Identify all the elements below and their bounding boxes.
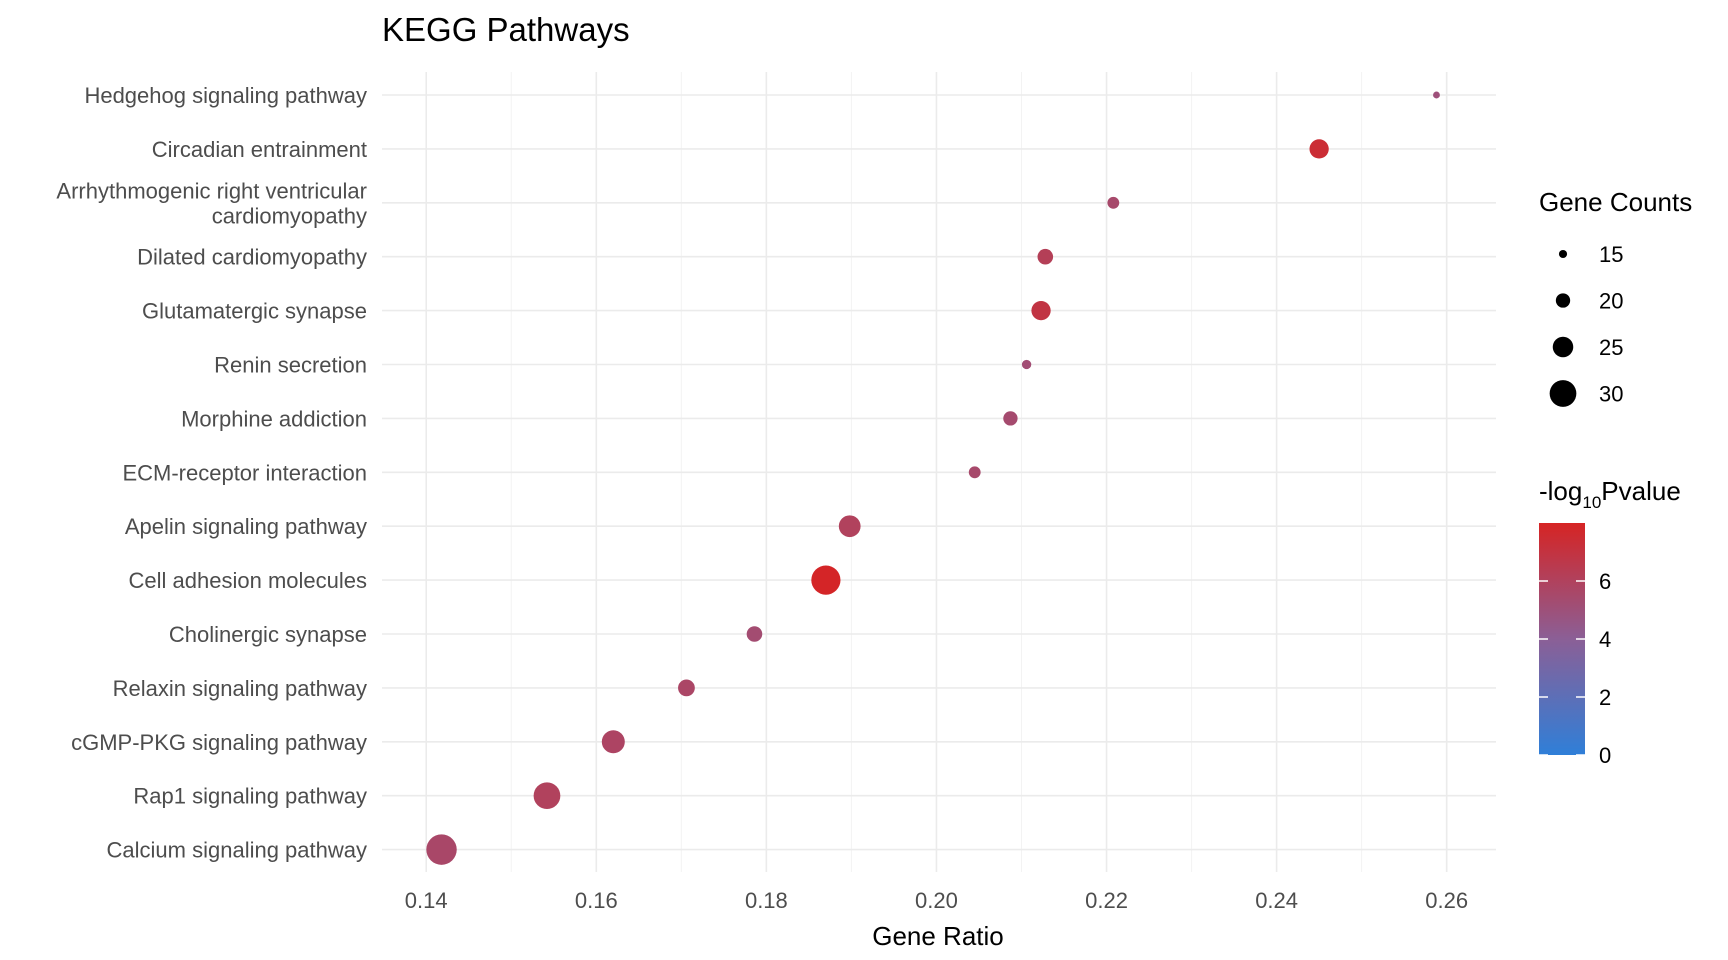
colorbar-label: 4	[1599, 627, 1611, 652]
x-tick-label: 0.20	[915, 888, 958, 913]
y-tick-label: Rap1 signaling pathway	[133, 784, 367, 809]
size-legend-title: Gene Counts	[1539, 187, 1692, 217]
data-point	[811, 565, 841, 595]
size-legend-label: 20	[1599, 289, 1623, 314]
color-legend-title-suffix: Pvalue	[1601, 476, 1681, 506]
y-tick-label: cGMP-PKG signaling pathway	[71, 730, 367, 755]
size-legend: Gene Counts 15 20 25 30	[1539, 187, 1692, 407]
data-point	[838, 515, 861, 538]
plot-panel	[382, 72, 1496, 872]
color-legend-title-prefix: -log	[1539, 476, 1582, 506]
y-tick-label: Cell adhesion molecules	[129, 568, 367, 593]
data-point	[601, 730, 625, 754]
size-legend-key	[1549, 380, 1577, 407]
data-point	[426, 834, 457, 865]
x-tick-label: 0.16	[575, 888, 618, 913]
y-tick-label: Arrhythmogenic right ventricular cardiomy…	[56, 178, 367, 228]
data-point	[1309, 139, 1329, 159]
data-point	[1107, 196, 1120, 209]
y-tick-label: Dilated cardiomyopathy	[137, 245, 367, 270]
data-point	[1003, 411, 1018, 426]
y-axis-labels: Hedgehog signaling pathway Circadian entr…	[56, 83, 367, 863]
data-point	[678, 679, 695, 697]
y-tick-label: Cholinergic synapse	[169, 622, 367, 647]
data-point	[746, 626, 763, 642]
x-tick-label: 0.24	[1255, 888, 1298, 913]
y-tick-label: Calcium signaling pathway	[107, 838, 367, 863]
chart-title: KEGG Pathways	[382, 11, 630, 48]
color-legend-title: -log10Pvalue	[1539, 476, 1681, 512]
data-point	[1021, 359, 1032, 370]
y-tick-label: Relaxin signaling pathway	[113, 676, 367, 701]
y-tick-label: Apelin signaling pathway	[125, 514, 367, 539]
data-point	[1031, 300, 1051, 321]
color-legend-title-subscript: 10	[1582, 493, 1601, 512]
data-point	[533, 782, 561, 810]
y-tick-label: Hedgehog signaling pathway	[84, 83, 367, 108]
major-gridlines	[382, 72, 1496, 872]
size-legend-label: 30	[1599, 382, 1623, 407]
x-tick-label: 0.26	[1425, 888, 1468, 913]
size-legend-label: 15	[1599, 242, 1623, 267]
data-point	[1433, 91, 1440, 99]
y-tick-label: Morphine addiction	[181, 406, 367, 431]
x-tick-label: 0.14	[405, 888, 448, 913]
y-tick-label: Glutamatergic synapse	[142, 299, 367, 324]
size-legend-label: 25	[1599, 335, 1623, 360]
colorbar-label: 0	[1599, 743, 1611, 768]
size-legend-key	[1558, 249, 1568, 259]
colorbar-label: 6	[1599, 569, 1611, 594]
x-axis-title: Gene Ratio	[872, 921, 1004, 951]
data-point	[968, 466, 981, 479]
y-tick-label: ECM-receptor interaction	[122, 460, 367, 485]
size-legend-key	[1552, 336, 1574, 358]
y-tick-label: Circadian entrainment	[152, 137, 367, 162]
x-tick-label: 0.18	[745, 888, 788, 913]
colorbar-label: 2	[1599, 685, 1611, 710]
y-tick-label: Renin secretion	[214, 353, 367, 378]
x-axis-tick-labels: 0.14 0.16 0.18 0.20 0.22 0.24 0.26	[405, 888, 1468, 913]
data-points	[426, 91, 1440, 865]
x-tick-label: 0.22	[1085, 888, 1128, 913]
size-legend-key	[1555, 293, 1571, 308]
data-point	[1037, 248, 1054, 265]
color-legend: -log10Pvalue 0 2 4 6	[1539, 476, 1681, 768]
